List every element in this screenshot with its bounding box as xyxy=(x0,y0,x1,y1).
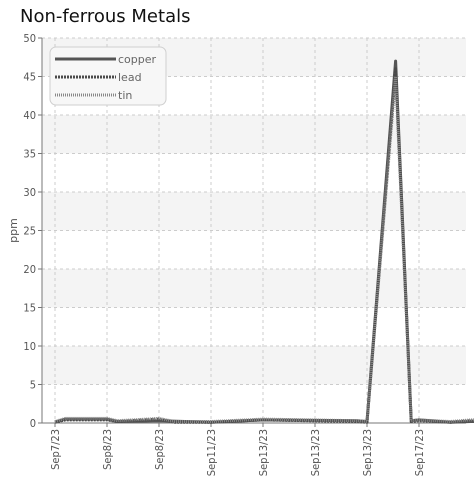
x-tick-label: Sep13/23 xyxy=(309,429,322,476)
y-tick-label: 40 xyxy=(23,109,36,122)
grid-band xyxy=(42,346,466,385)
y-tick-label: 0 xyxy=(30,417,36,430)
y-tick-label: 5 xyxy=(30,379,36,392)
x-tick-label: Sep13/23 xyxy=(257,429,270,476)
x-tick-label: Sep7/23 xyxy=(49,429,62,470)
grid-band xyxy=(42,269,466,308)
chart-title: Non-ferrous Metals xyxy=(20,6,191,27)
legend-label-copper: copper xyxy=(118,53,157,66)
x-tick-label: Sep8/23 xyxy=(153,429,166,470)
y-tick-label: 10 xyxy=(23,340,36,353)
x-tick-label: Sep13/23 xyxy=(361,429,374,476)
grid-band xyxy=(42,192,466,231)
y-tick-label: 25 xyxy=(23,225,36,238)
legend-label-lead: lead xyxy=(118,71,142,84)
y-axis-label: ppm xyxy=(7,218,20,243)
y-tick-label: 20 xyxy=(23,263,36,276)
legend-label-tin: tin xyxy=(118,89,132,102)
y-tick-label: 50 xyxy=(23,32,36,45)
x-tick-label: Sep17/23 xyxy=(413,429,426,476)
y-tick-label: 45 xyxy=(23,71,36,84)
y-tick-label: 35 xyxy=(23,148,36,161)
grid-band xyxy=(42,115,466,154)
x-tick-label: Sep8/23 xyxy=(101,429,114,470)
y-tick-label: 15 xyxy=(23,302,36,315)
x-tick-label: Sep11/23 xyxy=(205,429,218,476)
y-tick-label: 30 xyxy=(23,186,36,199)
